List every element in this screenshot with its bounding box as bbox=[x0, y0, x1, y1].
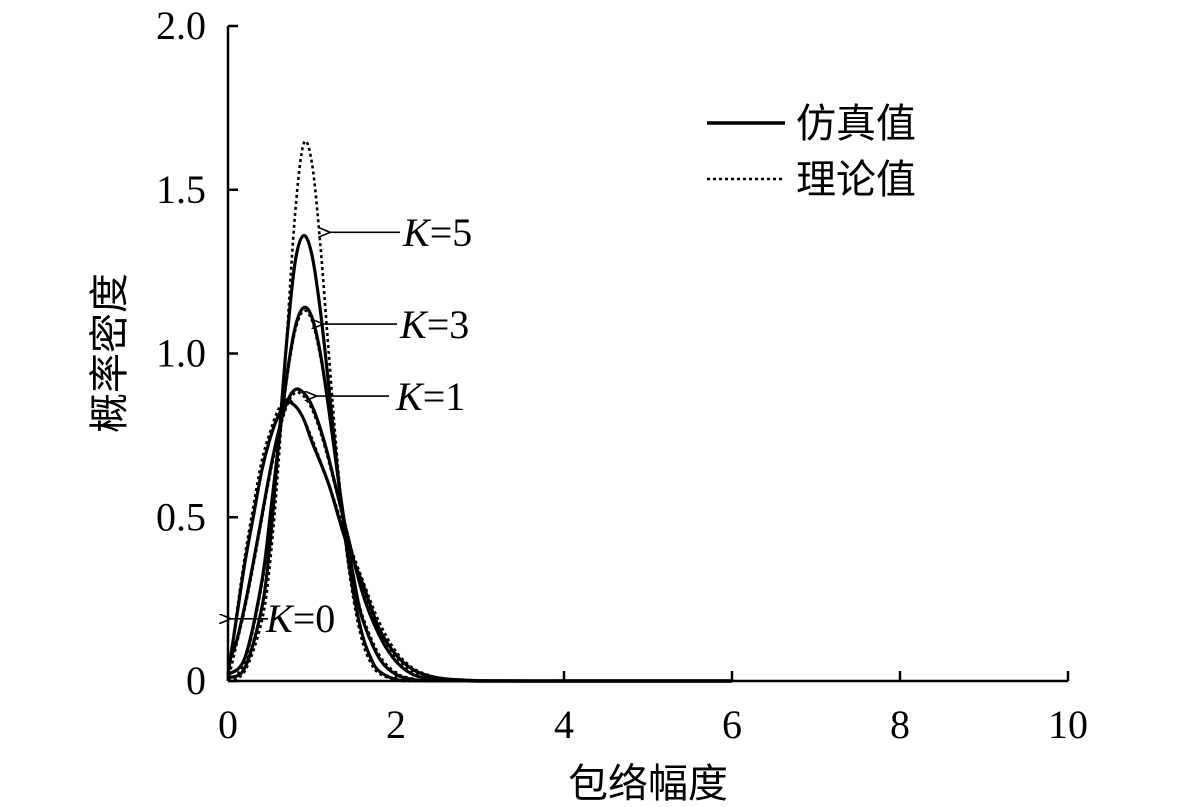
annotations: K=5 K=3 K=1 K=0 bbox=[230, 210, 472, 641]
legend: 仿真值 理论值 bbox=[707, 101, 916, 203]
x-tick-label: 8 bbox=[890, 702, 910, 747]
annotation-label: K=1 bbox=[395, 374, 465, 419]
x-axis-title: 包络幅度 bbox=[568, 761, 728, 807]
annotation-label: K=3 bbox=[399, 302, 469, 347]
annotation-label: K=5 bbox=[402, 210, 472, 255]
legend-label-theoretical: 理论值 bbox=[796, 157, 916, 203]
y-tick-label: 1.0 bbox=[156, 331, 206, 376]
legend-label-simulated: 仿真值 bbox=[796, 101, 916, 147]
y-tick-label: 1.5 bbox=[156, 167, 206, 212]
x-tick-label: 4 bbox=[554, 702, 574, 747]
series-line-k5-theoretical bbox=[227, 139, 732, 683]
tick-labels: 0 2 4 6 8 10 0 0.5 1.0 1.5 2.0 bbox=[156, 3, 1088, 747]
series-line-k0-theoretical bbox=[226, 398, 732, 683]
y-tick-label: 0 bbox=[186, 658, 206, 703]
x-tick-label: 6 bbox=[722, 702, 742, 747]
y-tick-label: 0.5 bbox=[156, 494, 206, 539]
y-tick-label: 2.0 bbox=[156, 3, 206, 48]
x-tick-label: 10 bbox=[1048, 702, 1088, 747]
series bbox=[226, 139, 732, 683]
y-axis-title: 概率密度 bbox=[87, 273, 133, 433]
x-tick-label: 0 bbox=[218, 702, 238, 747]
annotation-label: K=0 bbox=[265, 596, 335, 641]
x-tick-label: 2 bbox=[386, 702, 406, 747]
